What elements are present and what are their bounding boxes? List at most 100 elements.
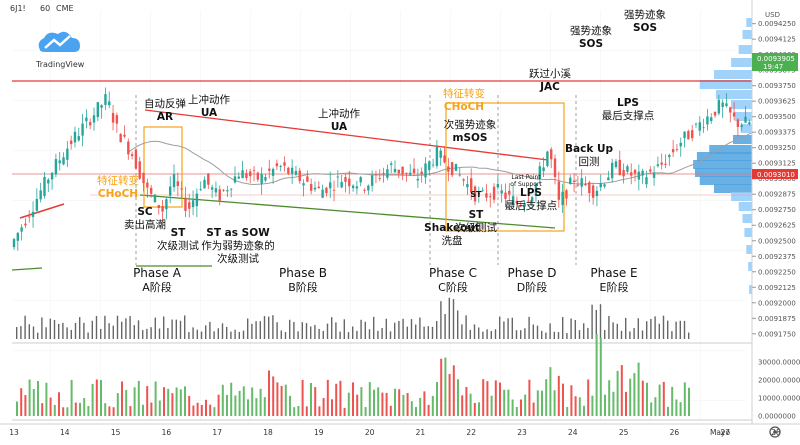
channel-bottom-line — [139, 194, 556, 229]
candle-body — [24, 223, 27, 226]
annotation: ST — [470, 190, 482, 199]
volume-profile-bar — [746, 245, 752, 254]
volume-bar-top — [335, 322, 337, 339]
candle-body — [679, 142, 682, 147]
volume-bar — [528, 379, 531, 416]
volume-bar — [24, 395, 27, 416]
volume-bar-top — [142, 330, 144, 339]
volume-bar — [230, 382, 233, 416]
price-tick-label: 0.0093375 — [758, 129, 796, 137]
volume-bar — [255, 398, 258, 416]
candle-body — [664, 163, 667, 165]
candle-body — [161, 205, 164, 212]
volume-bar — [599, 337, 602, 416]
volume-bar-top — [289, 319, 291, 339]
volume-bar-top — [356, 330, 358, 339]
annotation-line: 特征转变 — [97, 174, 139, 187]
volume-bar — [507, 389, 510, 416]
time-tick-label: 16 — [162, 428, 172, 437]
annotation-line: ST — [470, 190, 482, 199]
volume-bar — [566, 406, 569, 416]
volume-bar-top — [314, 324, 316, 339]
volume-bar-top — [667, 320, 669, 339]
volume-bar — [620, 365, 623, 416]
price-axis[interactable] — [752, 0, 800, 441]
volume-bar — [242, 386, 245, 416]
volume-bar — [650, 402, 653, 416]
candle-body — [729, 107, 732, 113]
volume-bar-top — [247, 318, 249, 339]
volume-bar-top — [591, 304, 593, 339]
last-price-badge — [752, 53, 798, 71]
volume-bar-top — [305, 323, 308, 339]
candle-body — [290, 167, 294, 174]
candle-body — [226, 190, 229, 192]
annotation-line: ST — [171, 227, 187, 239]
candle-body — [690, 130, 694, 139]
volume-bar — [398, 389, 401, 416]
annotation-line: UA — [331, 121, 348, 133]
time-tick-label: 18 — [263, 428, 273, 437]
candle-body — [268, 168, 271, 171]
candle-body — [683, 131, 686, 139]
candle-body — [329, 182, 332, 189]
candle-body — [252, 170, 256, 172]
volume-bar-top — [394, 322, 396, 339]
settings-gear-icon[interactable] — [769, 426, 781, 438]
volume-bar — [305, 406, 308, 416]
volume-bar-top — [179, 320, 182, 339]
volume-bar-top — [45, 327, 47, 339]
candle-body — [317, 186, 320, 188]
price-tick-label: 0.0091750 — [758, 330, 796, 338]
volume-bar — [574, 396, 577, 416]
volume-bar — [209, 404, 212, 416]
volume-bar-top — [318, 328, 320, 339]
volume-bar — [331, 399, 333, 416]
candle-body — [309, 183, 313, 191]
volume-profile-bar — [695, 168, 752, 177]
price-tick-label: 0.0093250 — [758, 144, 796, 152]
volume-profile-bar — [734, 112, 752, 121]
volume-bar — [192, 405, 195, 416]
volume-bar — [410, 401, 413, 416]
volume-bar — [503, 389, 506, 416]
volume-bar-top — [536, 325, 539, 339]
volume-bar-top — [276, 322, 278, 339]
price-tick-label: 0.0093000 — [758, 175, 796, 183]
candle-body — [351, 185, 355, 189]
volume-bar — [70, 379, 73, 416]
volume-bar-top — [158, 328, 161, 339]
volume-bar-top — [515, 330, 518, 339]
candle-body — [721, 102, 724, 107]
volume-bar-top — [100, 328, 102, 339]
volume-bar — [234, 395, 237, 416]
volume-profile-bar — [714, 70, 752, 79]
candle-body — [367, 185, 370, 191]
volume-bar-top — [150, 327, 152, 339]
price-tick-label: 0.0094125 — [758, 36, 796, 44]
time-tick-label: 15 — [111, 428, 121, 437]
volume-bar-top — [553, 331, 555, 339]
volume-bar — [683, 382, 686, 416]
logo-text: TradingView — [35, 60, 85, 69]
volume-bar-top — [331, 317, 333, 339]
volume-bar — [406, 393, 409, 416]
time-tick-label: 24 — [568, 428, 578, 437]
candle-body — [652, 173, 656, 178]
volume-bar — [129, 406, 132, 416]
volume-bar — [49, 397, 52, 416]
candle-body — [218, 189, 221, 201]
candle-body — [527, 200, 530, 202]
volume-profile-bar — [714, 184, 752, 193]
volume-bar — [662, 381, 665, 416]
price-tick-label: 0.0093625 — [758, 98, 796, 106]
volume-bar — [633, 373, 636, 416]
time-axis[interactable] — [0, 424, 800, 441]
volume-bar — [280, 386, 283, 416]
volume-bar — [461, 395, 464, 416]
candle-body — [172, 174, 176, 188]
volume-bars-top — [16, 297, 690, 339]
candle-body — [374, 174, 378, 176]
